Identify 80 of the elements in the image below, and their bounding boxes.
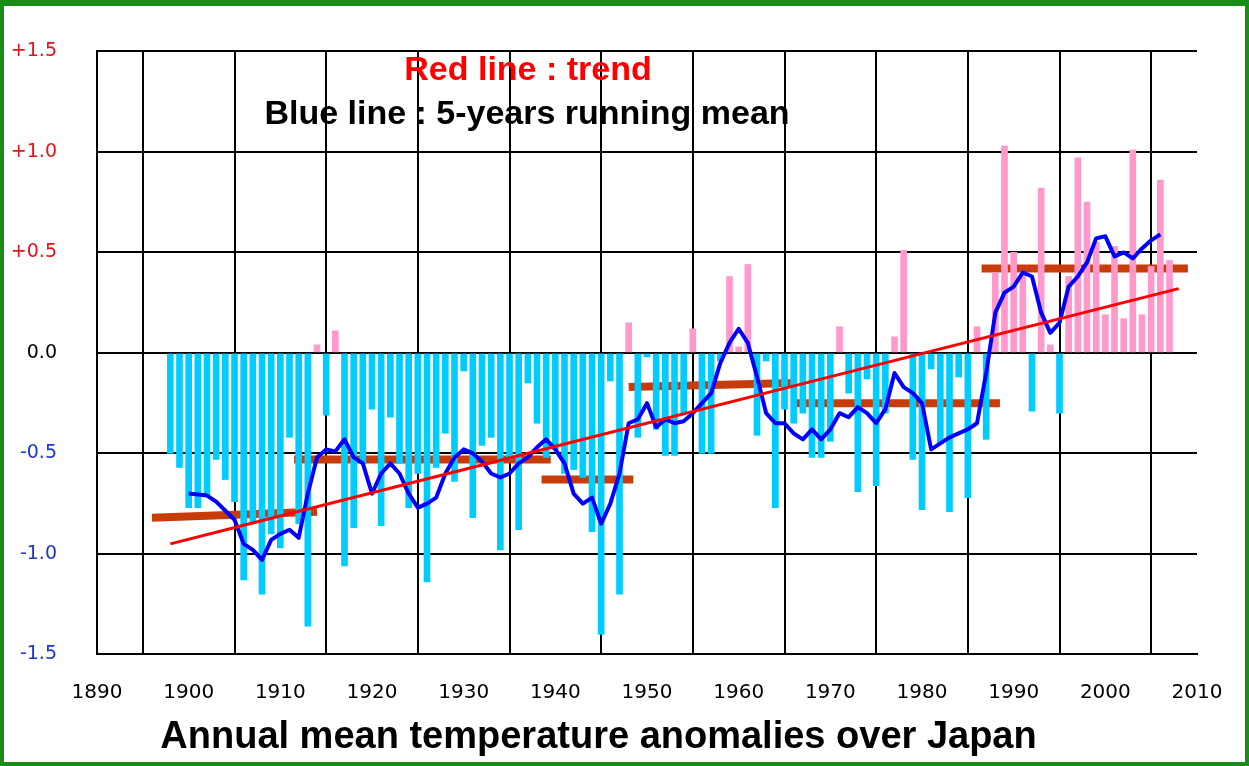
x-tick-label: 1900 [163,678,215,703]
bar [322,353,330,416]
bar [662,353,669,456]
bar [212,353,220,460]
bar [451,353,458,482]
x-tick-label: 1960 [713,678,765,703]
bar [368,353,376,410]
bar [387,353,394,418]
x-tick-label: 2000 [1079,678,1131,703]
bar [607,353,614,382]
bar [1047,344,1054,353]
bar [625,322,632,353]
bar [442,353,449,434]
x-tick-label: 1890 [71,678,123,703]
bar [405,353,412,508]
bar [506,353,513,460]
text: Annual mean temperature anomalies over Japan [160,713,1037,756]
bar [533,353,541,424]
bar [295,353,302,525]
bar [414,353,422,474]
bar [680,353,687,414]
x-tick-label: 1990 [988,678,1040,703]
bar [900,250,907,353]
bar [185,353,192,508]
x-tick-label: 1930 [438,678,490,703]
bar [1010,252,1017,353]
bar [240,353,247,581]
bar [1102,314,1109,353]
y-tick-label: -0.5 [19,440,57,463]
bar [1166,260,1173,353]
bar [176,353,183,468]
bar [570,353,577,470]
x-tick-label: 1940 [529,678,581,703]
y-tick-label: 0.0 [26,339,57,362]
bar [790,353,797,424]
bar [891,336,898,353]
bar [937,353,944,444]
x-tick-label: 1920 [346,678,398,703]
bar [781,353,788,410]
bar [1028,353,1036,412]
bar [836,326,843,353]
bar [497,353,504,551]
bar [552,353,559,450]
x-tick-label: 2010 [1171,678,1223,703]
y-tick-label: +1.0 [10,138,57,161]
bar [231,353,238,502]
bar [1001,145,1008,353]
bar [478,353,486,446]
y-tick-label: -1.0 [19,540,57,563]
y-tick-label: +0.5 [10,239,57,262]
bar [735,346,742,353]
bar [845,353,852,394]
bar [487,353,495,438]
bar [286,353,293,438]
bar [955,353,962,378]
x-tick-label: 1980 [896,678,948,703]
bar [772,353,779,508]
bar [460,353,467,372]
bar [332,330,339,353]
bar [222,353,229,480]
bar [277,353,284,549]
bar [1138,314,1146,353]
bar [167,353,174,454]
bar [1157,179,1164,353]
bar [946,353,953,513]
bar [1056,353,1063,414]
bar [1120,318,1127,353]
bar [671,353,678,456]
bar [396,353,403,464]
y-tick-label: -1.5 [19,641,57,664]
x-tick-label: 1910 [254,678,306,703]
x-tick-label: 1950 [621,678,673,703]
bar [341,353,348,567]
bar [432,353,440,468]
bar [616,353,623,595]
x-tick-label: 1970 [804,678,856,703]
bar [515,353,522,531]
bar [689,328,697,353]
y-tick-label: +1.5 [10,38,57,61]
bar [350,353,357,529]
